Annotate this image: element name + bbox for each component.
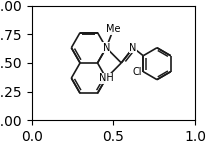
Text: N: N xyxy=(103,43,110,53)
Text: Cl: Cl xyxy=(132,67,142,77)
Text: N: N xyxy=(130,43,137,53)
Text: Me: Me xyxy=(106,24,121,34)
Text: NH: NH xyxy=(99,73,114,83)
